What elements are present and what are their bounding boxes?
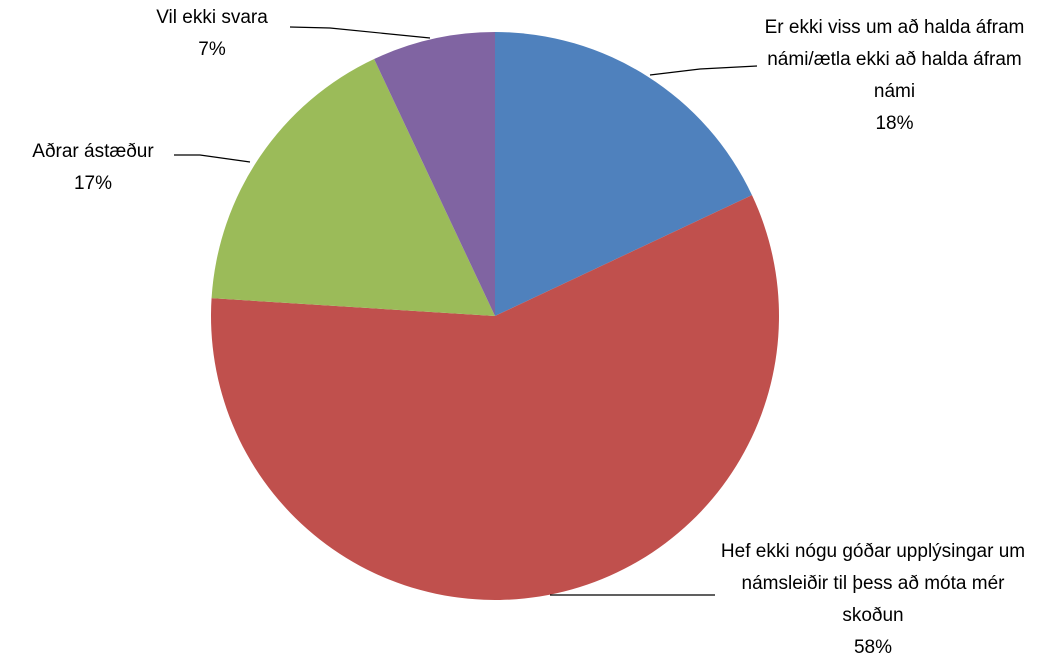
category-label: Er ekki viss um að halda áfram námi/ætla… [764,17,1025,102]
data-label: Hef ekki nógu góðar upplýsingar um námsl… [712,536,1034,664]
value-label: 18% [875,113,914,134]
category-label: Vil ekki svara [156,7,268,28]
pie-slice [374,32,495,316]
leader-lines [174,26,758,596]
value-label: 7% [198,39,226,60]
data-label: Aðrar ástæður 17% [8,136,178,200]
leader-line [289,26,431,39]
pie-slice [210,195,779,601]
pie-slice [495,32,752,316]
pie-slice [211,59,495,317]
data-label: Vil ekki svara 7% [122,2,302,66]
value-label: 58% [853,637,893,658]
data-label: Er ekki viss um að halda áfram námi/ætla… [752,12,1037,140]
leader-line [649,65,758,76]
slices [210,32,779,601]
category-label: Hef ekki nógu góðar upplýsingar um námsl… [720,541,1026,626]
leader-line [174,154,251,163]
category-label: Aðrar ástæður [32,141,154,162]
value-label: 17% [73,173,113,194]
